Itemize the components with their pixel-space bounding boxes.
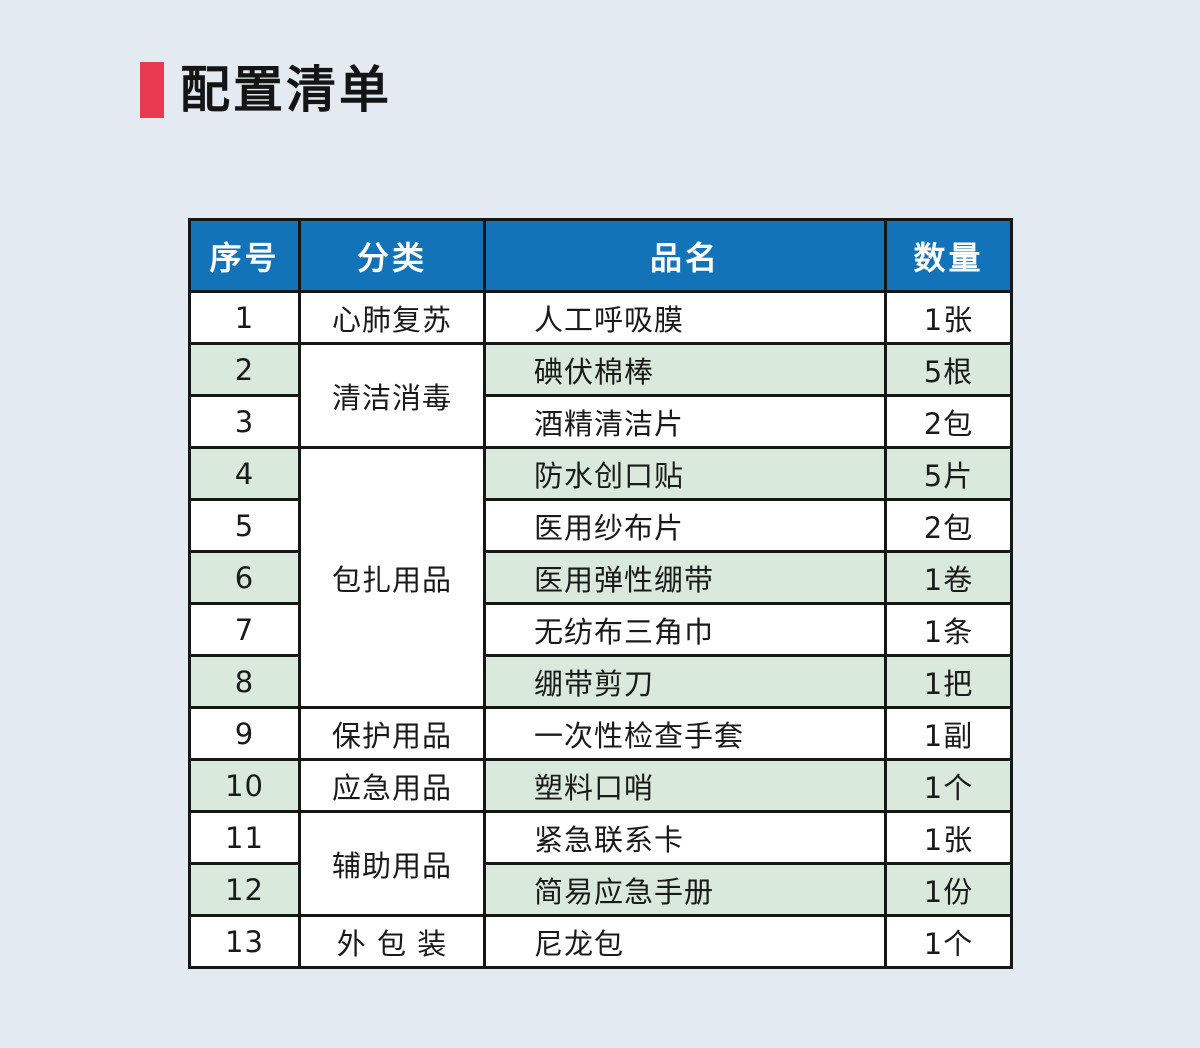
qty-cell: 1条	[884, 602, 1013, 657]
column-header-category: 分类	[298, 218, 486, 293]
config-list-table: 序号 分类 品名 数量 1 心肺复苏 人工呼吸膜 1张 2 清洁消毒 碘伏棉棒 …	[188, 218, 1013, 969]
table-row: 8 绷带剪刀 1把	[188, 654, 1013, 709]
serial-cell: 7	[188, 602, 301, 657]
qty-cell: 1把	[884, 654, 1013, 709]
category-cell: 心肺复苏	[298, 290, 486, 345]
name-cell: 防水创口贴	[483, 446, 887, 501]
title-accent-bar	[140, 62, 164, 118]
qty-cell: 2包	[884, 498, 1013, 553]
name-cell: 紧急联系卡	[483, 810, 887, 865]
table-row: 5 医用纱布片 2包	[188, 498, 1013, 553]
serial-cell: 12	[188, 862, 301, 917]
serial-cell: 1	[188, 290, 301, 345]
name-cell: 医用纱布片	[483, 498, 887, 553]
page-title-block: 配置清单	[140, 62, 392, 118]
category-cell: 包扎用品	[298, 446, 486, 709]
table-row: 1 心肺复苏 人工呼吸膜 1张	[188, 290, 1013, 345]
table-row: 4 包扎用品 防水创口贴 5片	[188, 446, 1013, 709]
column-header-qty: 数量	[884, 218, 1013, 293]
qty-cell: 2包	[884, 394, 1013, 449]
category-cell: 应急用品	[298, 758, 486, 813]
table-row: 3 酒精清洁片 2包	[188, 394, 1013, 449]
name-cell: 一次性检查手套	[483, 706, 887, 761]
table-row: 2 清洁消毒 碘伏棉棒 5根	[188, 342, 1013, 449]
serial-cell: 10	[188, 758, 301, 813]
table-row: 12 简易应急手册 1份	[188, 862, 1013, 917]
serial-cell: 8	[188, 654, 301, 709]
name-cell: 简易应急手册	[483, 862, 887, 917]
serial-cell: 4	[188, 446, 301, 501]
column-header-serial: 序号	[188, 218, 301, 293]
category-cell: 辅助用品	[298, 810, 486, 917]
name-cell: 尼龙包	[483, 914, 887, 969]
column-header-name: 品名	[483, 218, 887, 293]
table-row: 10 应急用品 塑料口哨 1个	[188, 758, 1013, 813]
page-title: 配置清单	[180, 61, 392, 119]
name-cell: 酒精清洁片	[483, 394, 887, 449]
name-cell: 医用弹性绷带	[483, 550, 887, 605]
header-row: 序号 分类 品名 数量	[188, 218, 1013, 293]
serial-cell: 2	[188, 342, 301, 397]
name-cell: 人工呼吸膜	[483, 290, 887, 345]
table-row: 11 辅助用品 紧急联系卡 1张	[188, 810, 1013, 917]
table-row: 6 医用弹性绷带 1卷	[188, 550, 1013, 605]
qty-cell: 1张	[884, 810, 1013, 865]
qty-cell: 1个	[884, 758, 1013, 813]
qty-cell: 1张	[884, 290, 1013, 345]
name-cell: 绷带剪刀	[483, 654, 887, 709]
qty-cell: 1个	[884, 914, 1013, 969]
serial-cell: 9	[188, 706, 301, 761]
serial-cell: 3	[188, 394, 301, 449]
name-cell: 碘伏棉棒	[483, 342, 887, 397]
qty-cell: 5根	[884, 342, 1013, 397]
table-row: 9 保护用品 一次性检查手套 1副	[188, 706, 1013, 761]
qty-cell: 1份	[884, 862, 1013, 917]
qty-cell: 5片	[884, 446, 1013, 501]
table-row: 13 外 包 装 尼龙包 1个	[188, 914, 1013, 969]
category-cell: 外 包 装	[298, 914, 486, 969]
qty-cell: 1卷	[884, 550, 1013, 605]
serial-cell: 5	[188, 498, 301, 553]
table-row: 7 无纺布三角巾 1条	[188, 602, 1013, 657]
serial-cell: 6	[188, 550, 301, 605]
name-cell: 塑料口哨	[483, 758, 887, 813]
category-cell: 清洁消毒	[298, 342, 486, 449]
serial-cell: 13	[188, 914, 301, 969]
category-cell: 保护用品	[298, 706, 486, 761]
serial-cell: 11	[188, 810, 301, 865]
name-cell: 无纺布三角巾	[483, 602, 887, 657]
qty-cell: 1副	[884, 706, 1013, 761]
